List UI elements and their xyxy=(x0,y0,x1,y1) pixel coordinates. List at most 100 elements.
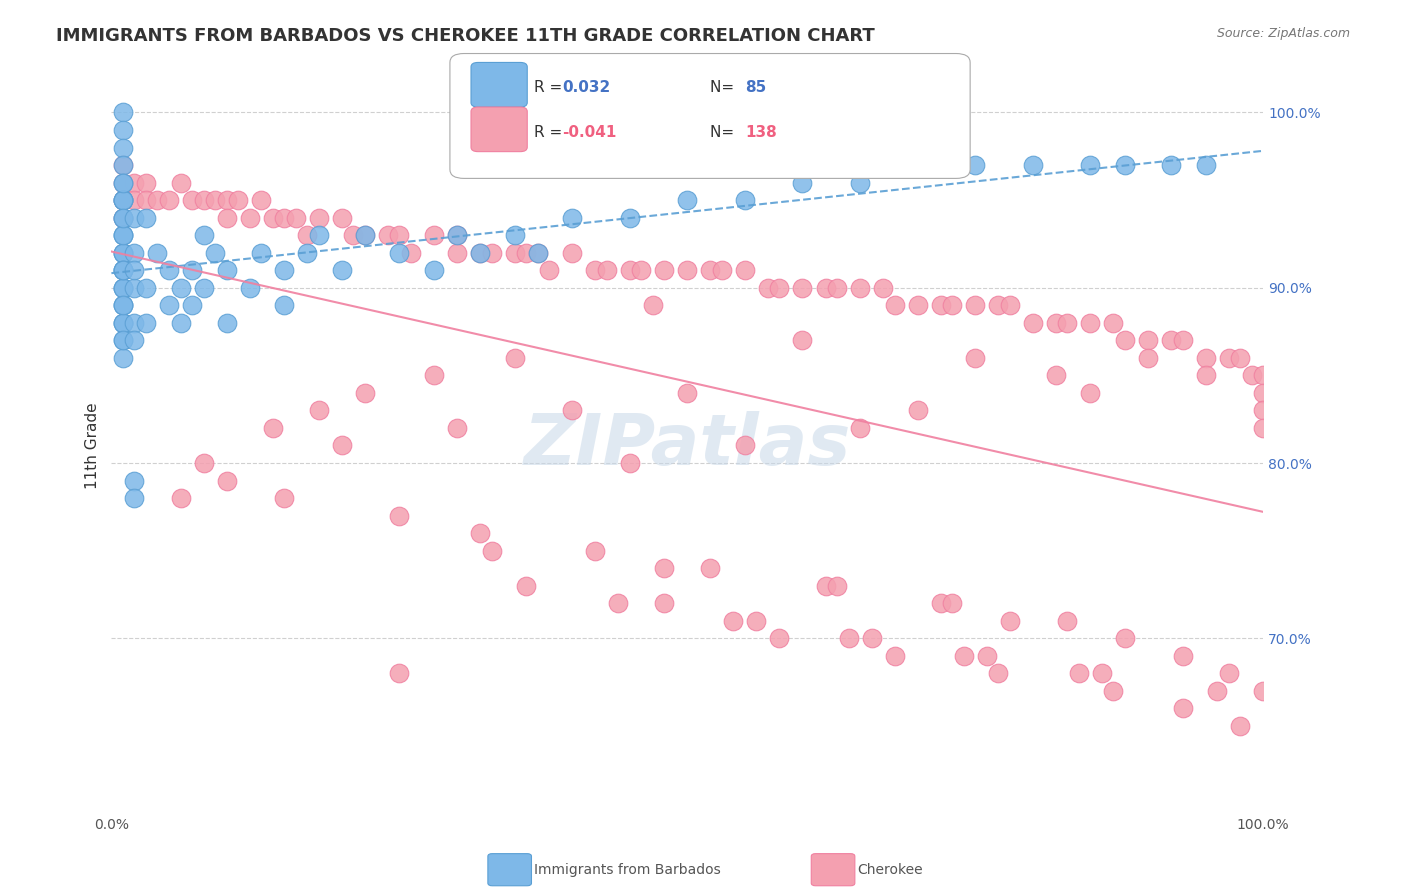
Point xyxy=(342,228,364,243)
Point xyxy=(792,176,814,190)
Point xyxy=(1091,666,1114,681)
Point xyxy=(1160,158,1182,172)
Text: N=: N= xyxy=(710,80,740,95)
Point xyxy=(423,368,446,383)
Point xyxy=(111,193,134,207)
Point xyxy=(388,228,411,243)
Point xyxy=(1067,666,1090,681)
Point xyxy=(583,543,606,558)
Point xyxy=(308,403,330,417)
Point xyxy=(1056,316,1078,330)
Point xyxy=(941,596,963,610)
Point xyxy=(849,281,872,295)
Point xyxy=(111,193,134,207)
Point xyxy=(734,263,756,277)
Point xyxy=(111,298,134,312)
Point xyxy=(181,263,204,277)
Point xyxy=(1229,351,1251,365)
Point xyxy=(135,281,157,295)
Point xyxy=(423,263,446,277)
Point xyxy=(1080,385,1102,400)
Point xyxy=(526,245,548,260)
Point xyxy=(481,543,503,558)
Point xyxy=(699,561,721,575)
Point xyxy=(929,596,952,610)
Point xyxy=(111,298,134,312)
Point xyxy=(215,193,238,207)
Point xyxy=(1251,403,1274,417)
Point xyxy=(1218,666,1240,681)
Point xyxy=(124,474,146,488)
Point xyxy=(630,263,652,277)
Point xyxy=(239,211,262,225)
Point xyxy=(1137,351,1160,365)
Text: N=: N= xyxy=(710,125,740,139)
Point xyxy=(1251,684,1274,698)
Point xyxy=(111,193,134,207)
Point xyxy=(768,281,790,295)
Point xyxy=(111,193,134,207)
Point xyxy=(1137,334,1160,348)
Point xyxy=(308,211,330,225)
Point xyxy=(1056,614,1078,628)
Point xyxy=(111,263,134,277)
Point xyxy=(388,666,411,681)
Point xyxy=(883,648,905,663)
Point xyxy=(849,176,872,190)
Point xyxy=(838,632,860,646)
Point xyxy=(652,561,675,575)
Point xyxy=(111,334,134,348)
Point xyxy=(135,316,157,330)
Point xyxy=(481,245,503,260)
Point xyxy=(1240,368,1263,383)
Point xyxy=(250,193,273,207)
Point xyxy=(756,281,779,295)
Point xyxy=(1206,684,1229,698)
Point xyxy=(353,228,375,243)
Point xyxy=(157,298,180,312)
Point xyxy=(1022,158,1045,172)
Point xyxy=(377,228,399,243)
Point xyxy=(169,316,191,330)
Point xyxy=(111,334,134,348)
Point xyxy=(193,281,215,295)
Point xyxy=(215,211,238,225)
Point xyxy=(124,263,146,277)
Point xyxy=(907,403,929,417)
Point xyxy=(976,648,998,663)
Point xyxy=(723,614,745,628)
Point xyxy=(157,263,180,277)
Point xyxy=(860,632,883,646)
Point xyxy=(1102,316,1125,330)
Point xyxy=(111,105,134,120)
Point xyxy=(929,298,952,312)
Point xyxy=(124,176,146,190)
Point xyxy=(262,421,284,435)
Text: ZIPatlas: ZIPatlas xyxy=(523,411,851,480)
Point xyxy=(353,228,375,243)
Point xyxy=(1171,701,1194,715)
Point xyxy=(1114,632,1136,646)
Point xyxy=(124,245,146,260)
Point xyxy=(215,263,238,277)
Point xyxy=(111,158,134,172)
Point xyxy=(111,176,134,190)
Point xyxy=(814,281,837,295)
Point xyxy=(204,193,226,207)
Text: IMMIGRANTS FROM BARBADOS VS CHEROKEE 11TH GRADE CORRELATION CHART: IMMIGRANTS FROM BARBADOS VS CHEROKEE 11T… xyxy=(56,27,875,45)
Point xyxy=(111,351,134,365)
Point xyxy=(111,158,134,172)
Point xyxy=(215,474,238,488)
Point xyxy=(952,648,974,663)
Point xyxy=(124,211,146,225)
Point xyxy=(619,211,641,225)
Point xyxy=(388,245,411,260)
Point xyxy=(169,281,191,295)
Point xyxy=(676,385,699,400)
Point xyxy=(538,263,561,277)
Point xyxy=(111,316,134,330)
Point xyxy=(619,456,641,470)
Point xyxy=(446,228,468,243)
Point xyxy=(446,228,468,243)
Point xyxy=(792,334,814,348)
